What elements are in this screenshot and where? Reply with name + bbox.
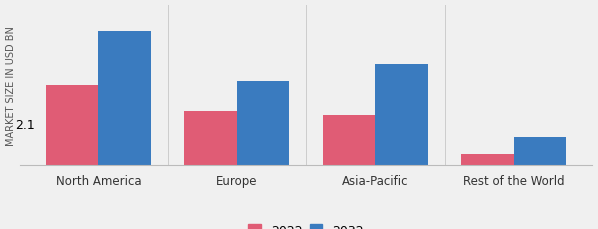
Bar [514, 138, 566, 165]
Bar [461, 154, 514, 165]
Bar [237, 82, 289, 165]
Bar [376, 64, 428, 165]
Bar [46, 85, 99, 165]
Text: 2.1: 2.1 [15, 119, 35, 131]
Legend: 2022, 2032: 2022, 2032 [243, 219, 369, 229]
Bar [99, 32, 151, 165]
Y-axis label: MARKET SIZE IN USD BN: MARKET SIZE IN USD BN [5, 25, 16, 145]
Bar [184, 112, 237, 165]
Bar [323, 116, 376, 165]
